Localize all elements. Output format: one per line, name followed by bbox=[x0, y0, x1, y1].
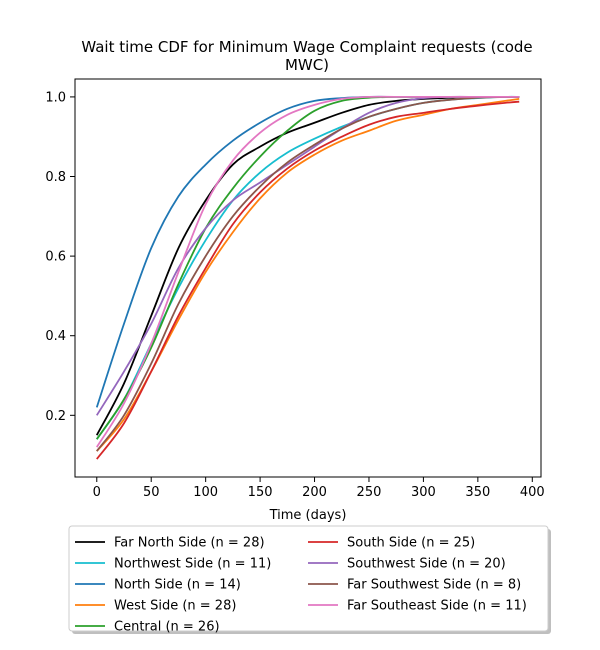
x-tick-label: 350 bbox=[465, 485, 490, 500]
legend-label-5: South Side (n = 25) bbox=[347, 536, 475, 551]
x-tick-label: 300 bbox=[411, 485, 436, 500]
x-tick-label: 200 bbox=[302, 485, 327, 500]
x-axis: 0 50 100 150 200 250 300 350 400 bbox=[93, 477, 545, 500]
series-line-5 bbox=[96, 100, 520, 460]
chart-title-line2: MWC) bbox=[285, 56, 329, 74]
legend-label-7: Far Southwest Side (n = 8) bbox=[347, 578, 521, 593]
series-line-8 bbox=[96, 95, 520, 448]
legend-label-0: Far North Side (n = 28) bbox=[114, 536, 265, 551]
legend-label-1: Northwest Side (n = 11) bbox=[114, 557, 271, 572]
x-tick-label: 150 bbox=[248, 485, 273, 500]
legend-label-8: Far Southeast Side (n = 11) bbox=[347, 599, 527, 614]
plot-frame bbox=[74, 78, 542, 478]
legend-label-4: Central (n = 26) bbox=[114, 620, 220, 635]
x-tick-label: 50 bbox=[143, 485, 160, 500]
x-tick-label: 400 bbox=[520, 485, 545, 500]
legend-label-3: West Side (n = 28) bbox=[114, 599, 236, 614]
y-tick-label: 0.8 bbox=[45, 170, 66, 185]
y-tick-label: 0.6 bbox=[45, 250, 66, 265]
legend-label-2: North Side (n = 14) bbox=[114, 578, 241, 593]
y-tick-label: 0.4 bbox=[45, 329, 66, 344]
legend-label-6: Southwest Side (n = 20) bbox=[347, 557, 506, 572]
series-lines bbox=[95, 95, 520, 460]
legend-box bbox=[68, 525, 549, 632]
series-line-7 bbox=[96, 95, 520, 452]
x-axis-label: Time (days) bbox=[269, 508, 347, 523]
x-tick-label: 250 bbox=[357, 485, 382, 500]
x-tick-label: 0 bbox=[93, 485, 101, 500]
y-axis: 0.2 0.4 0.6 0.8 1.0 bbox=[45, 90, 75, 424]
chart-title-line1: Wait time CDF for Minimum Wage Complaint… bbox=[81, 38, 532, 56]
legend: Far North Side (n = 28) Northwest Side (n… bbox=[68, 525, 551, 635]
y-tick-label: 0.2 bbox=[45, 409, 66, 424]
x-tick-label: 100 bbox=[193, 485, 218, 500]
y-tick-label: 1.0 bbox=[45, 90, 66, 105]
